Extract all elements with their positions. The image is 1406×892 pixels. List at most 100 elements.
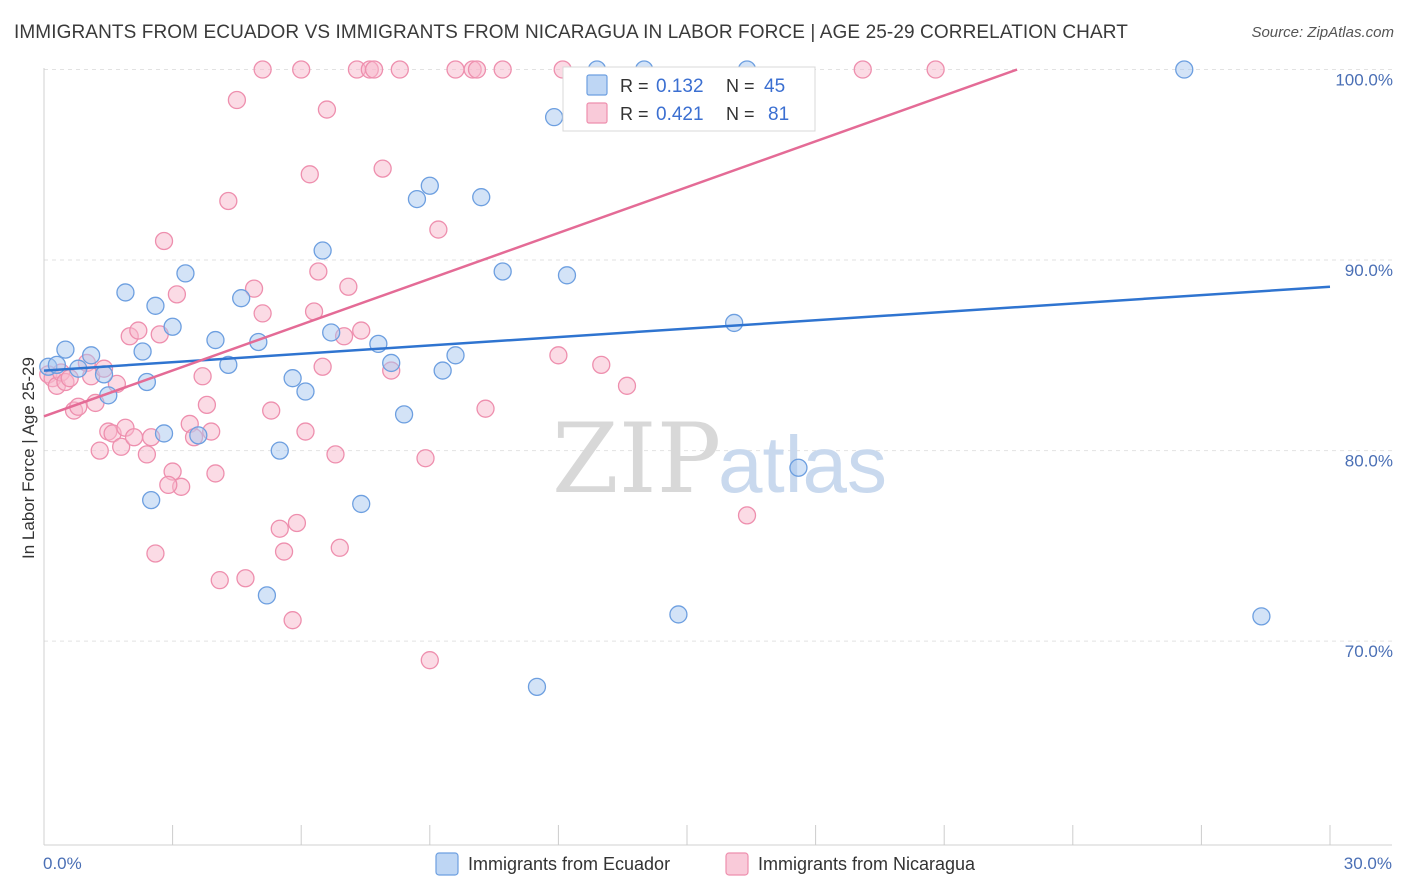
nicaragua-point (330, 538, 349, 557)
nicaragua-point (467, 60, 487, 79)
nicaragua-point (313, 357, 332, 376)
axes (43, 68, 1392, 846)
ecuador-point (296, 382, 315, 401)
legend-r-label-nicaragua: R = (620, 104, 649, 124)
ecuador-point (789, 458, 808, 477)
nicaragua-point (364, 60, 384, 79)
nicaragua-point (617, 376, 637, 395)
nicaragua-point (253, 60, 272, 79)
ecuador-point (322, 323, 341, 342)
legend-r-label-ecuador: R = (620, 76, 649, 96)
ecuador-point (283, 369, 302, 388)
ecuador-point (133, 342, 152, 361)
ecuador-point (154, 424, 174, 443)
nicaragua-point (420, 651, 439, 670)
ecuador-point (142, 490, 161, 510)
nicaragua-point (193, 367, 212, 386)
ecuador-point (116, 283, 135, 302)
nicaragua-point (253, 304, 272, 323)
nicaragua-point (244, 279, 264, 298)
nicaragua-point (154, 231, 174, 251)
nicaragua-point (390, 60, 409, 79)
correlation-legend: R = 0.132 N = 45 R = 0.421 N = 81 (562, 66, 816, 132)
source-credit: Source: ZipAtlas.com (1251, 24, 1394, 41)
ecuador-point (313, 241, 332, 260)
legend-r-value-nicaragua: 0.421 (656, 104, 704, 125)
ecuador-point (146, 296, 165, 315)
y-tick-labels: 70.0% 80.0% 90.0% 100.0% (1335, 71, 1393, 662)
nicaragua-point (270, 519, 289, 538)
nicaragua-point (296, 422, 315, 441)
ecuador-point (232, 289, 251, 308)
ecuador-point (257, 586, 277, 605)
watermark-zip: ZIP (552, 403, 721, 515)
nicaragua-point (129, 321, 148, 340)
nicaragua-point (476, 399, 495, 418)
ecuador-point (1252, 607, 1271, 626)
nicaragua-point (292, 60, 311, 79)
series-legend-label-ecuador: Immigrants from Ecuador (468, 854, 670, 874)
ecuador-points (39, 60, 1271, 697)
ecuador-point (219, 355, 238, 375)
legend-n-value-nicaragua: 81 (768, 104, 789, 125)
ecuador-point (420, 176, 439, 195)
nicaragua-point (210, 571, 229, 590)
nicaragua-point (236, 569, 255, 588)
y-tick-label: 80.0% (1345, 452, 1393, 471)
y-tick-label: 70.0% (1345, 642, 1393, 661)
ecuador-point (394, 405, 414, 424)
ecuador-point (163, 317, 182, 336)
legend-n-label-ecuador: N = (726, 76, 755, 96)
ecuador-point (189, 426, 208, 445)
ecuador-point (270, 441, 289, 460)
y-axis-title: In Labor Force | Age 25-29 (19, 357, 38, 559)
nicaragua-point (853, 60, 872, 79)
ecuador-point (446, 346, 465, 365)
x-tick-labels: 0.0% 30.0% (43, 854, 1392, 873)
nicaragua-point (317, 100, 337, 119)
series-legend-swatch-nicaragua (725, 852, 749, 876)
ecuador-point (544, 108, 564, 127)
nicaragua-point (926, 60, 945, 79)
legend-swatch-ecuador (586, 74, 608, 96)
ecuador-point (82, 346, 101, 365)
ecuador-point (352, 494, 371, 514)
nicaragua-trendline (43, 68, 1018, 418)
grid-lines (44, 69, 1392, 642)
nicaragua-point (146, 544, 165, 563)
ecuador-point (382, 353, 401, 373)
nicaragua-point (159, 475, 178, 495)
trend-lines (43, 68, 1331, 418)
chart-title: IMMIGRANTS FROM ECUADOR VS IMMIGRANTS FR… (14, 22, 1128, 43)
nicaragua-point (167, 285, 187, 304)
nicaragua-point (112, 437, 131, 456)
ecuador-point (1175, 60, 1194, 79)
ecuador-trendline (43, 285, 1331, 372)
nicaragua-point (446, 60, 465, 79)
ecuador-point (56, 340, 75, 359)
x-tick-label-min: 0.0% (43, 854, 82, 873)
nicaragua-point (274, 542, 294, 561)
nicaragua-point (493, 60, 512, 79)
x-tick-label-max: 30.0% (1344, 854, 1392, 873)
y-tick-label: 90.0% (1345, 261, 1393, 280)
ecuador-point (557, 266, 577, 285)
ecuador-point (176, 264, 195, 283)
nicaragua-point (326, 445, 345, 464)
ecuador-point (407, 189, 427, 209)
legend-n-value-ecuador: 45 (764, 76, 785, 97)
legend-swatch-nicaragua (586, 102, 608, 124)
series-legend-label-nicaragua: Immigrants from Nicaragua (758, 854, 976, 874)
ecuador-point (94, 365, 114, 384)
ecuador-point (493, 262, 512, 281)
nicaragua-point (219, 191, 238, 211)
nicaragua-point (262, 401, 281, 420)
nicaragua-point (287, 513, 307, 533)
nicaragua-point (197, 395, 217, 415)
nicaragua-point (373, 159, 392, 178)
nicaragua-point (549, 346, 568, 365)
nicaragua-point (339, 277, 358, 296)
nicaragua-points (39, 60, 945, 670)
nicaragua-point (227, 90, 247, 110)
nicaragua-point (592, 355, 611, 375)
